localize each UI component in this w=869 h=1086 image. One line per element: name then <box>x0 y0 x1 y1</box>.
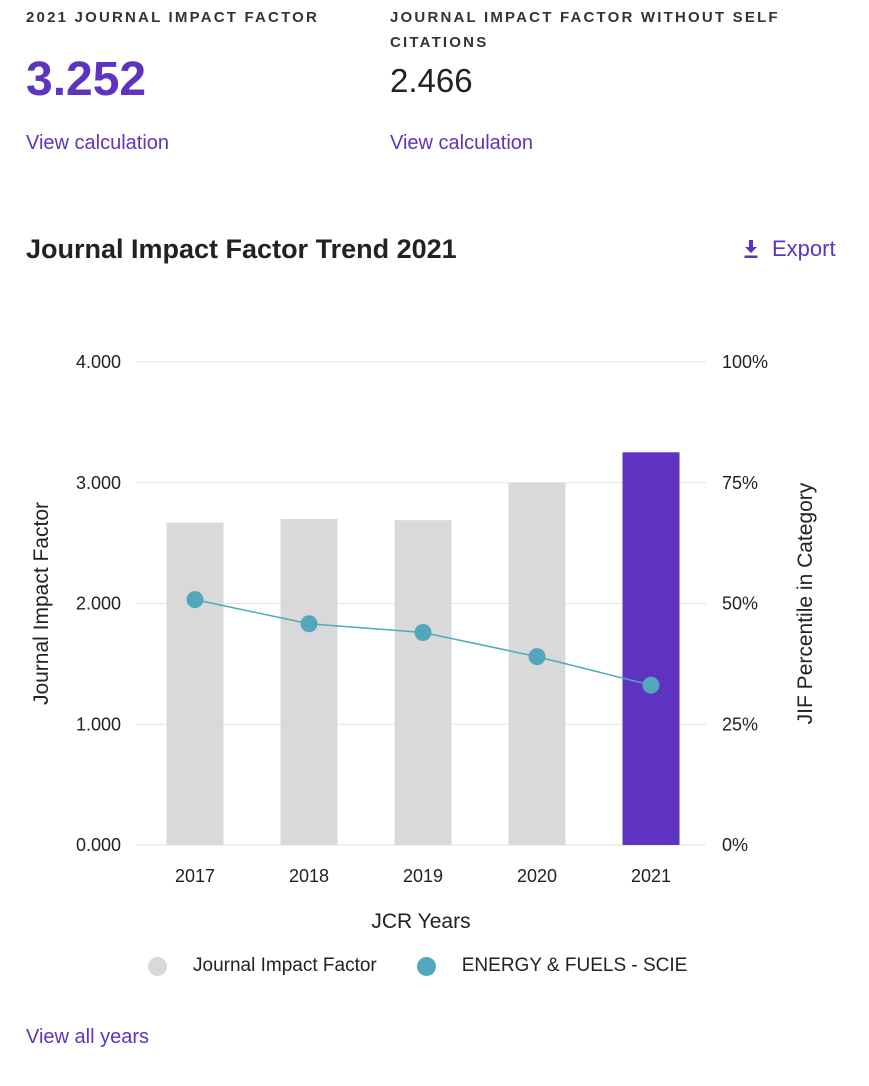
y2-tick-label: 100% <box>722 352 768 372</box>
x-axis-title: JCR Years <box>371 910 470 933</box>
y-tick-label: 2.000 <box>76 594 121 614</box>
x-tick-label: 2021 <box>631 866 671 886</box>
jif-without-self-citations-label: JOURNAL IMPACT FACTOR WITHOUT SELF CITAT… <box>390 5 780 55</box>
jif-without-self-citations-view-calculation-link[interactable]: View calculation <box>390 132 534 154</box>
bar-2018 <box>280 518 338 845</box>
export-label: Export <box>772 236 836 261</box>
legend-swatch-jif <box>148 956 167 976</box>
jif-view-calculation-link[interactable]: View calculation <box>26 132 170 154</box>
chart-legend: Journal Impact Factor ENERGY & FUELS - S… <box>148 955 727 977</box>
trend-title: Journal Impact Factor Trend 2021 <box>26 234 457 264</box>
jif-without-self-citations-value: 2.466 <box>390 62 473 99</box>
percentile-point-2021 <box>642 676 660 694</box>
jif-without-self-citations-label-line2: CITATIONS <box>390 34 489 51</box>
y2-axis-title: JIF Percentile in Category <box>794 482 817 724</box>
jif-trend-chart: 4.000 100% 3.000 75% 2.000 50% 1.000 25% 0.000 0%… <box>30 352 817 933</box>
x-tick-label: 2019 <box>403 866 443 886</box>
view-all-years-link[interactable]: View all years <box>26 1026 150 1048</box>
download-icon <box>744 240 758 258</box>
x-tick-label: 2017 <box>175 866 215 886</box>
percentile-point-2018 <box>300 615 318 633</box>
y2-tick-label: 25% <box>722 714 758 734</box>
bar-2019 <box>394 520 452 845</box>
y-tick-label: 3.000 <box>76 473 121 493</box>
legend-label-jif: Journal Impact Factor <box>193 955 377 976</box>
legend-item-jif: Journal Impact Factor <box>148 955 377 977</box>
bar-2021 <box>622 452 680 845</box>
bar-2017 <box>166 522 224 845</box>
y-tick-label: 0.000 <box>76 835 121 855</box>
x-tick-label: 2018 <box>289 866 329 886</box>
y2-tick-label: 50% <box>722 594 758 614</box>
legend-label-category: ENERGY & FUELS - SCIE <box>461 955 688 976</box>
jif-label: 2021 JOURNAL IMPACT FACTOR <box>26 9 320 26</box>
y2-tick-label: 0% <box>722 835 748 855</box>
y2-tick-label: 75% <box>722 473 758 493</box>
y-tick-label: 4.000 <box>76 352 121 372</box>
percentile-point-2019 <box>414 623 432 641</box>
legend-swatch-category <box>416 956 436 976</box>
y-axis-title: Journal Impact Factor <box>30 502 53 705</box>
export-button[interactable]: Export <box>744 236 836 262</box>
legend-item-category: ENERGY & FUELS - SCIE <box>416 955 688 977</box>
x-tick-label: 2020 <box>517 866 557 886</box>
percentile-point-2020 <box>528 648 546 666</box>
y-tick-label: 1.000 <box>76 714 121 734</box>
jif-without-self-citations-label-line1: JOURNAL IMPACT FACTOR WITHOUT SELF <box>390 9 780 26</box>
jif-value: 3.252 <box>26 53 147 106</box>
percentile-point-2017 <box>186 591 204 609</box>
